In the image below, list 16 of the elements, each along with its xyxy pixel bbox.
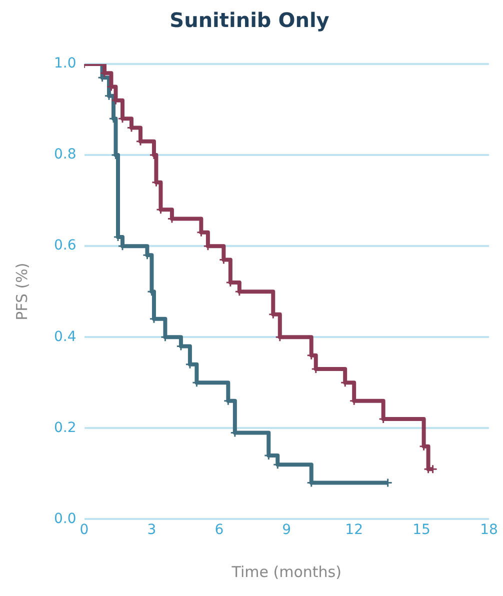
x-tick-label: 12 xyxy=(345,522,363,538)
x-tick-label: 3 xyxy=(147,522,156,538)
x-axis-title: Time (months) xyxy=(230,562,342,581)
x-tick-label: 6 xyxy=(214,522,224,538)
x-tick-label: 0 xyxy=(80,522,89,538)
y-axis-title: PFS (%) xyxy=(12,262,31,320)
chart-title: Sunitinib Only xyxy=(170,8,330,32)
y-tick-label: 0.6 xyxy=(54,238,76,254)
x-tick-label: 18 xyxy=(480,522,498,538)
y-tick-label: 0.0 xyxy=(54,510,76,527)
x-tick-label: 15 xyxy=(412,522,430,538)
y-tick-label: 1.0 xyxy=(54,56,76,72)
x-tick-label: 9 xyxy=(282,522,292,538)
y-tick-label: 0.8 xyxy=(54,146,76,163)
y-tick-label: 0.2 xyxy=(54,420,76,436)
y-tick-label: 0.4 xyxy=(54,328,76,345)
